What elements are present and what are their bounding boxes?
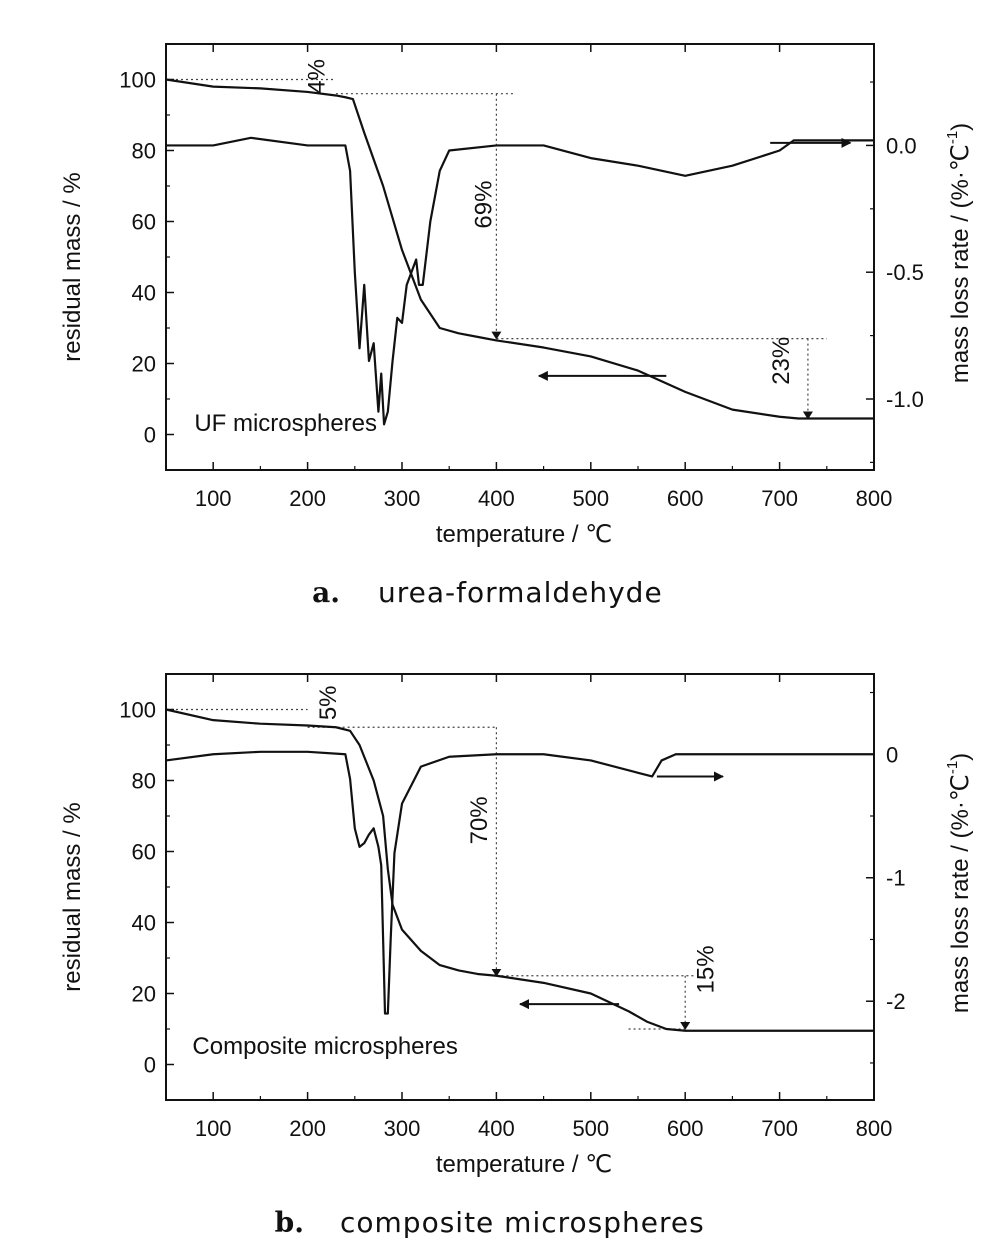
y-left-tick-label: 0 [144,423,156,448]
x-tick-label: 300 [384,486,421,511]
left-axis-title: residual mass / % [59,802,86,991]
right-axis-title-main: mass loss rate / (%·℃ [947,774,974,1013]
y-left-tick-label: 40 [132,911,156,936]
rate-series [165,750,874,1015]
guide-lines [166,78,827,420]
x-tick-label: 600 [667,486,704,511]
right-axis-title: mass loss rate / (%·℃-1) [944,753,974,1013]
y-left-tick-label: 20 [132,982,156,1007]
left-y-axis: 0 20 40 60 80 100 [119,43,174,448]
percent-annotation: 23% [768,337,795,385]
annotations: 5% 70% 15% [315,685,720,993]
right-axis-title-sup: -1 [944,131,961,144]
x-axis-title: temperature / ℃ [436,521,612,548]
y-left-tick-label: 20 [132,352,156,377]
right-y-axis: -1.0 -0.5 0.0 [866,81,924,463]
percent-annotation: 69% [471,181,498,229]
x-tick-label: 700 [761,1116,798,1141]
right-y-axis: -2 -1 0 [866,691,906,1064]
left-y-axis: 0 20 40 60 80 100 [119,673,174,1078]
y-left-tick-label: 60 [132,210,156,235]
x-axis-title: temperature / ℃ [436,1151,612,1178]
sample-label: Composite microspheres [192,1033,457,1060]
mass-line [165,78,874,420]
y-left-tick-label: 40 [132,281,156,306]
direction-arrows [519,771,724,1010]
rate-line [166,136,874,426]
y-right-tick-label: -1 [886,866,906,891]
y-left-tick-label: 100 [119,68,156,93]
y-right-tick-label: -0.5 [886,260,924,285]
percent-annotation: 15% [693,945,720,993]
x-tick-label: 800 [856,1116,893,1141]
right-axis-title-sup: -1 [944,761,961,774]
y-left-tick-label: 100 [119,698,156,723]
y-right-tick-label: 0 [886,742,898,767]
rate-line [165,750,874,1015]
right-axis-title-main: mass loss rate / (%·℃ [947,144,974,383]
annotations: 4% 69% 23% [304,59,795,385]
x-tick-label: 600 [667,1116,704,1141]
x-axis: 100 200 300 400 500 600 700 800 [165,674,893,1141]
mass-line [165,708,874,1032]
x-tick-label: 500 [572,486,609,511]
x-tick-label: 100 [195,1116,232,1141]
y-right-tick-label: -1.0 [886,387,924,412]
caption-text: composite microspheres [340,1206,705,1239]
x-tick-label: 400 [478,1116,515,1141]
x-tick-label: 200 [289,1116,326,1141]
x-tick-label: 400 [478,486,515,511]
y-left-tick-label: 80 [132,139,156,164]
plot-frame [165,43,875,471]
panel-b: 100 200 300 400 500 600 700 800 0 20 40 60 80 100 -2… [59,673,974,1239]
y-left-tick-label: 60 [132,840,156,865]
x-tick-label: 200 [289,486,326,511]
x-axis: 100 200 300 400 500 600 700 800 [165,44,893,511]
mass-series [165,708,874,1032]
mass-series [165,78,874,420]
x-tick-label: 800 [856,486,893,511]
caption-letter: a. [312,576,340,609]
caption-letter: b. [275,1206,304,1239]
sample-label: UF microspheres [194,410,377,437]
x-tick-label: 100 [195,486,232,511]
guide-lines [166,708,695,1030]
left-axis-title: residual mass / % [59,172,86,361]
y-left-tick-label: 0 [144,1053,156,1078]
right-axis-title-tail: ) [947,753,974,761]
right-axis-title: mass loss rate / (%·℃-1) [944,123,974,383]
percent-annotation: 4% [304,59,331,94]
right-axis-title-tail: ) [947,123,974,131]
panel-a: 100 200 300 400 500 600 700 800 0 20 40 60 80 100 -1… [59,43,974,609]
direction-arrows [537,137,852,381]
y-left-tick-label: 80 [132,769,156,794]
x-tick-label: 300 [384,1116,421,1141]
x-tick-label: 500 [572,1116,609,1141]
y-right-tick-label: -2 [886,989,906,1014]
rate-series [166,136,874,426]
percent-annotation: 70% [466,796,493,844]
x-tick-label: 700 [761,486,798,511]
caption-text: urea-formaldehyde [378,576,663,609]
y-right-tick-label: 0.0 [886,133,917,158]
percent-annotation: 5% [315,685,342,720]
